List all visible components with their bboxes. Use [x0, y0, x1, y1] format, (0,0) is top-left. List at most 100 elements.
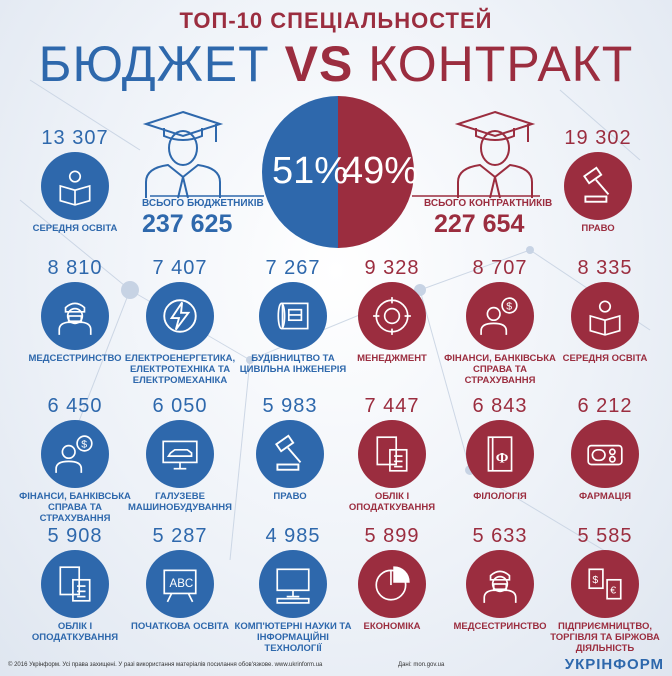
item-circle	[146, 420, 214, 488]
item-circle	[41, 282, 109, 350]
reading-person-icon	[59, 170, 91, 206]
budget-total-label: ВСЬОГО БЮДЖЕТНИКІВ	[142, 198, 264, 209]
item-label: ПОЧАТКОВА ОСВІТА	[131, 621, 229, 632]
calculator-icon	[59, 566, 91, 602]
item-circle	[41, 152, 109, 220]
budget-item: 8 810 МЕДСЕСТРИНСТВО	[15, 256, 135, 364]
budget-graduate-icon	[142, 110, 224, 199]
item-value: 5 585	[577, 525, 633, 547]
budget-item: 7 407 ЕЛЕКТРОЕНЕРГЕТИКА, ЕЛЕКТРОТЕХНІКА …	[120, 256, 240, 386]
finance-person-icon: $	[55, 435, 93, 473]
svg-text:ABC: ABC	[170, 578, 194, 590]
gavel-icon	[583, 166, 610, 203]
item-label: МЕДСЕСТРИНСТВО	[453, 621, 547, 632]
budget-percent: 51%	[272, 150, 349, 192]
item-label: ПРАВО	[273, 491, 307, 502]
blueprint-icon	[277, 302, 309, 330]
item-circle	[358, 282, 426, 350]
item-value: 8 335	[577, 257, 633, 279]
svg-text:$: $	[506, 301, 512, 313]
data-source: Дані: mon.gov.ua	[398, 662, 445, 668]
subtitle-budget: БЮДЖЕТ	[38, 36, 270, 92]
item-label: БУДІВНИЦТВО ТА ЦИВІЛЬНА ІНЖЕНЕРІЯ	[239, 353, 347, 375]
item-circle	[259, 550, 327, 618]
contract-item: 5 899 ЕКОНОМІКА	[332, 524, 452, 632]
item-value: 19 302	[564, 127, 632, 149]
item-circle: ABC	[146, 550, 214, 618]
nurse-icon	[58, 302, 92, 335]
item-label: СЕРЕДНЯ ОСВІТА	[32, 223, 118, 234]
contract-percent: 49%	[342, 150, 419, 192]
item-value: 7 447	[364, 395, 420, 417]
item-value: 5 908	[47, 525, 103, 547]
item-label: ЕКОНОМІКА	[363, 621, 421, 632]
item-label: КОМП'ЮТЕРНІ НАУКИ ТА ІНФОРМАЦІЙНІ ТЕХНОЛ…	[234, 621, 352, 654]
item-circle	[358, 550, 426, 618]
item-value: 7 267	[265, 257, 321, 279]
item-value: 8 810	[47, 257, 103, 279]
item-value: 6 212	[577, 395, 633, 417]
management-icon	[373, 297, 411, 335]
item-circle	[358, 420, 426, 488]
item-circle	[41, 550, 109, 618]
finance-person-icon: $	[480, 297, 518, 335]
item-label: ЕЛЕКТРОЕНЕРГЕТИКА, ЕЛЕКТРОТЕХНІКА ТА ЕЛЕ…	[124, 353, 236, 386]
budget-item: 4 985 КОМП'ЮТЕРНІ НАУКИ ТА ІНФОРМАЦІЙНІ …	[233, 524, 353, 654]
contract-item: 9 328 МЕНЕДЖМЕНТ	[332, 256, 452, 364]
budget-item: 6 450 $ ФІНАНСИ, БАНКІВСЬКА СПРАВА ТА СТ…	[15, 394, 135, 524]
contract-item: 5 633 МЕДСЕСТРИНСТВО	[440, 524, 560, 632]
copyright: © 2016 Укрінформ. Усі права захищені. У …	[8, 662, 323, 668]
budget-contract-pie: 51% 49%	[262, 96, 418, 248]
subtitle-contract: КОНТРАКТ	[368, 36, 634, 92]
item-circle	[146, 282, 214, 350]
contract-graduate-icon	[454, 110, 536, 199]
item-value: 5 899	[364, 525, 420, 547]
item-label: МЕДСЕСТРИНСТВО	[28, 353, 122, 364]
svg-text:Ф: Ф	[496, 450, 509, 466]
pills-icon	[587, 444, 623, 466]
item-value: 5 633	[472, 525, 528, 547]
item-label: СЕРЕДНЯ ОСВІТА	[562, 353, 648, 364]
contract-item: 7 447 ОБЛІК І ОПОДАТКУВАННЯ	[332, 394, 452, 513]
item-label: ФІЛОЛОГІЯ	[473, 491, 527, 502]
budget-total-value: 237 625	[142, 210, 233, 238]
item-label: ПРАВО	[581, 223, 615, 234]
gavel-icon	[275, 434, 302, 471]
budget-item: 5 983 ПРАВО	[230, 394, 350, 502]
item-circle: $ €	[571, 550, 639, 618]
item-value: 6 050	[152, 395, 208, 417]
budget-item: 7 267 БУДІВНИЦТВО ТА ЦИВІЛЬНА ІНЖЕНЕРІЯ	[233, 256, 353, 375]
contract-total-value: 227 654	[434, 210, 525, 238]
svg-text:$: $	[592, 574, 598, 586]
item-circle	[571, 282, 639, 350]
pie-chart-icon	[375, 566, 410, 601]
item-circle	[564, 152, 632, 220]
item-circle	[256, 420, 324, 488]
item-value: 6 450	[47, 395, 103, 417]
budget-item: 5 287 ABC ПОЧАТКОВА ОСВІТА	[120, 524, 240, 632]
item-circle: Ф	[466, 420, 534, 488]
nurse-icon	[483, 570, 517, 603]
computer-icon	[276, 568, 310, 604]
contract-item: 8 335 СЕРЕДНЯ ОСВІТА	[545, 256, 665, 364]
lightning-icon	[163, 299, 197, 333]
budget-item: 6 050 ГАЛУЗЕВЕ МАШИНОБУДУВАННЯ	[120, 394, 240, 513]
book-icon: Ф	[487, 436, 513, 472]
item-circle: $	[41, 420, 109, 488]
item-label: ПІДПРИЄМНИЦТВО, ТОРГІВЛЯ ТА БІРЖОВА ДІЯЛ…	[550, 621, 660, 654]
item-label: ОБЛІК І ОПОДАТКУВАННЯ	[31, 621, 119, 643]
contract-item: 6 843 Ф ФІЛОЛОГІЯ	[440, 394, 560, 502]
item-circle	[259, 282, 327, 350]
item-value: 8 707	[472, 257, 528, 279]
item-value: 9 328	[364, 257, 420, 279]
item-value: 5 287	[152, 525, 208, 547]
budget-item: 13 307 СЕРЕДНЯ ОСВІТА	[15, 126, 135, 234]
calculator-icon	[376, 436, 408, 472]
contract-item: 8 707 $ ФІНАНСИ, БАНКІВСЬКА СПРАВА ТА СТ…	[440, 256, 560, 386]
trade-icon: $€	[588, 568, 622, 600]
item-value: 4 985	[265, 525, 321, 547]
item-label: ФІНАНСИ, БАНКІВСЬКА СПРАВА ТА СТРАХУВАНН…	[444, 353, 556, 386]
item-label: ОБЛІК І ОПОДАТКУВАННЯ	[348, 491, 436, 513]
